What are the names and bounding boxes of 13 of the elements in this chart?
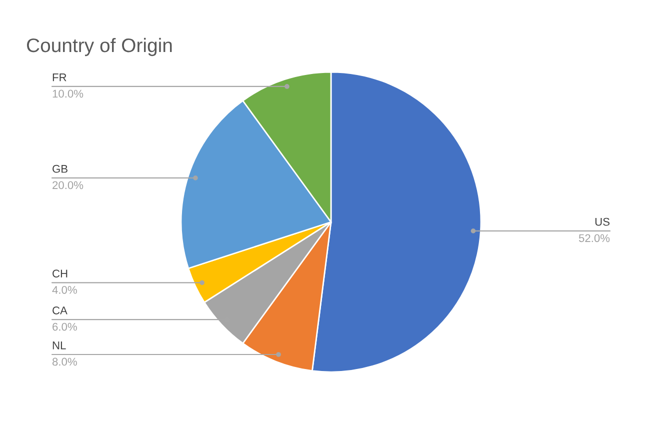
slice-label: FR	[52, 74, 66, 82]
data-label: 6.0%	[52, 322, 77, 331]
slice-label: CA	[52, 306, 68, 314]
slice-label: US	[595, 218, 610, 226]
data-label: 10.0%	[52, 90, 84, 98]
data-label: 4.0%	[52, 286, 77, 294]
data-label: 20.0%	[52, 181, 84, 190]
slice-label: CH	[52, 270, 68, 278]
data-label: 8.0%	[52, 358, 77, 366]
chart-title: Country of Origin	[26, 38, 172, 56]
slice-label: GB	[52, 164, 68, 173]
data-label: 52.0%	[578, 234, 610, 242]
slice-label: NL	[52, 342, 66, 350]
